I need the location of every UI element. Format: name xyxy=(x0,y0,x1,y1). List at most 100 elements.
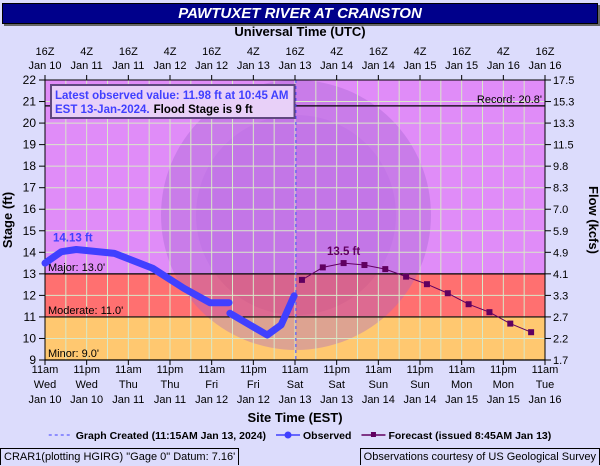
forecast-point xyxy=(507,320,514,327)
x-tick-label: Jan 14 xyxy=(362,394,395,406)
forecast-point xyxy=(403,273,410,280)
y2-tick-label: 13.3 xyxy=(553,118,574,130)
y-tick-label: 12 xyxy=(23,288,37,302)
legend: Graph Created (11:15AM Jan 13, 2024) Obs… xyxy=(48,430,551,442)
y2-tick-label: 2.7 xyxy=(553,312,568,324)
top-tick-label: Jan 11 xyxy=(112,60,144,72)
x-tick-label: Jan 13 xyxy=(320,394,353,406)
x-tick-label: Thu xyxy=(161,379,180,391)
latest-observed-date: EST 13-Jan-2024. xyxy=(55,104,150,116)
y2-axis-title: Flow (kcfs) xyxy=(586,186,600,254)
x-tick-label: Wed xyxy=(75,379,97,391)
y2-tick-label: 9.8 xyxy=(553,161,568,173)
observed-point xyxy=(111,250,118,257)
observed-point xyxy=(42,260,48,267)
top-tick-label: Jan 12 xyxy=(195,60,228,72)
latest-observed-text: Latest observed value: 11.98 ft at 10:45… xyxy=(55,90,289,102)
top-tick-label: 16Z xyxy=(369,46,388,58)
forecast-point xyxy=(361,262,368,269)
observed-point xyxy=(73,246,80,253)
forecast-point xyxy=(528,329,535,336)
legend-observed: Observed xyxy=(303,430,351,442)
top-tick-label: 16Z xyxy=(452,46,471,58)
top-tick-label: Jan 10 xyxy=(28,60,61,72)
chart-title: PAWTUXET RIVER AT CRANSTON xyxy=(2,3,598,24)
x-tick-label: 11am xyxy=(282,364,309,376)
top-tick-label: Jan 16 xyxy=(528,60,561,72)
x-tick-label: 11pm xyxy=(490,364,517,376)
x-tick-label: 11am xyxy=(532,364,559,376)
x-tick-label: Fri xyxy=(205,379,218,391)
x-tick-label: 11pm xyxy=(73,364,100,376)
top-tick-label: Jan 12 xyxy=(153,60,186,72)
top-tick-label: 4Z xyxy=(80,46,93,58)
threshold-label: Moderate: 11.0' xyxy=(48,305,123,317)
svg-text:EST 13-Jan-2024.Flood Stage is: EST 13-Jan-2024. Flood Stage is 9 ft xyxy=(55,104,253,116)
y-tick-label: 10 xyxy=(23,331,37,345)
y2-tick-label: 4.9 xyxy=(553,247,568,259)
y-tick-label: 20 xyxy=(23,116,37,130)
x-tick-label: Jan 16 xyxy=(528,394,561,406)
y2-tick-label: 1.7 xyxy=(553,355,568,367)
y-tick-label: 11 xyxy=(24,310,37,324)
x-tick-label: Thu xyxy=(119,379,138,391)
x-tick-label: Jan 12 xyxy=(195,394,228,406)
x-tick-label: 11am xyxy=(32,364,59,376)
x-tick-label: Jan 14 xyxy=(403,394,436,406)
x-tick-label: 11pm xyxy=(323,364,350,376)
top-tick-label: Jan 11 xyxy=(71,60,103,72)
forecast-point xyxy=(444,290,451,297)
observed-point xyxy=(58,248,65,255)
forecast-peak-label: 13.5 ft xyxy=(327,246,360,258)
top-tick-label: 16Z xyxy=(286,46,305,58)
top-tick-label: Jan 14 xyxy=(362,60,395,72)
forecast-point xyxy=(465,301,472,308)
y2-tick-label: 15.3 xyxy=(553,97,574,109)
x-tick-label: Jan 15 xyxy=(487,394,520,406)
x-tick-label: Mon xyxy=(493,379,514,391)
x-tick-label: Fri xyxy=(247,379,260,391)
top-tick-label: Jan 14 xyxy=(320,60,353,72)
forecast-point xyxy=(382,266,389,273)
forecast-point xyxy=(298,276,305,283)
y2-tick-label: 7.0 xyxy=(553,204,568,216)
y-tick-label: 19 xyxy=(23,138,37,152)
x-axis-title: Site Time (EST) xyxy=(247,410,342,425)
forecast-point xyxy=(486,309,493,316)
flood-stage-text: Flood Stage is 9 ft xyxy=(154,104,253,116)
x-tick-label: 11am xyxy=(448,364,475,376)
threshold-label: Minor: 9.0' xyxy=(48,348,99,360)
top-tick-label: 16Z xyxy=(536,46,555,58)
y2-tick-label: 4.1 xyxy=(553,269,568,281)
top-tick-label: 16Z xyxy=(36,46,55,58)
observed-line xyxy=(226,292,298,339)
observed-point xyxy=(278,321,285,328)
top-tick-label: Jan 16 xyxy=(487,60,520,72)
footer-datum: CRAR1(plotting HGIRG) "Gage 0" Datum: 7.… xyxy=(0,448,240,465)
top-tick-label: 4Z xyxy=(164,46,177,58)
top-tick-label: 4Z xyxy=(497,46,510,58)
y2-tick-label: 3.3 xyxy=(553,290,568,302)
x-tick-label: Sun xyxy=(369,379,389,391)
x-tick-label: Jan 11 xyxy=(112,394,144,406)
observed-point xyxy=(226,310,233,317)
forecast-point xyxy=(423,281,430,288)
x-tick-label: Mon xyxy=(451,379,472,391)
top-tick-label: 16Z xyxy=(119,46,138,58)
y-tick-label: 16 xyxy=(23,202,37,216)
top-tick-label: 4Z xyxy=(330,46,343,58)
y-tick-label: 15 xyxy=(23,224,37,238)
observed-peak-label: 14.13 ft xyxy=(53,233,93,245)
y-tick-label: 14 xyxy=(23,245,37,259)
y-tick-label: 13 xyxy=(23,267,37,281)
legend-observed-marker xyxy=(284,431,292,439)
y-tick-label: 18 xyxy=(23,159,37,173)
top-tick-label: 16Z xyxy=(202,46,221,58)
observed-point xyxy=(180,285,187,292)
y-tick-label: 17 xyxy=(23,181,37,195)
y2-tick-label: 5.9 xyxy=(553,226,568,238)
observed-point xyxy=(264,332,271,339)
legend-graph-created: Graph Created (11:15AM Jan 13, 2024) xyxy=(76,430,266,442)
y-axis-title: Stage (ft) xyxy=(0,192,15,248)
